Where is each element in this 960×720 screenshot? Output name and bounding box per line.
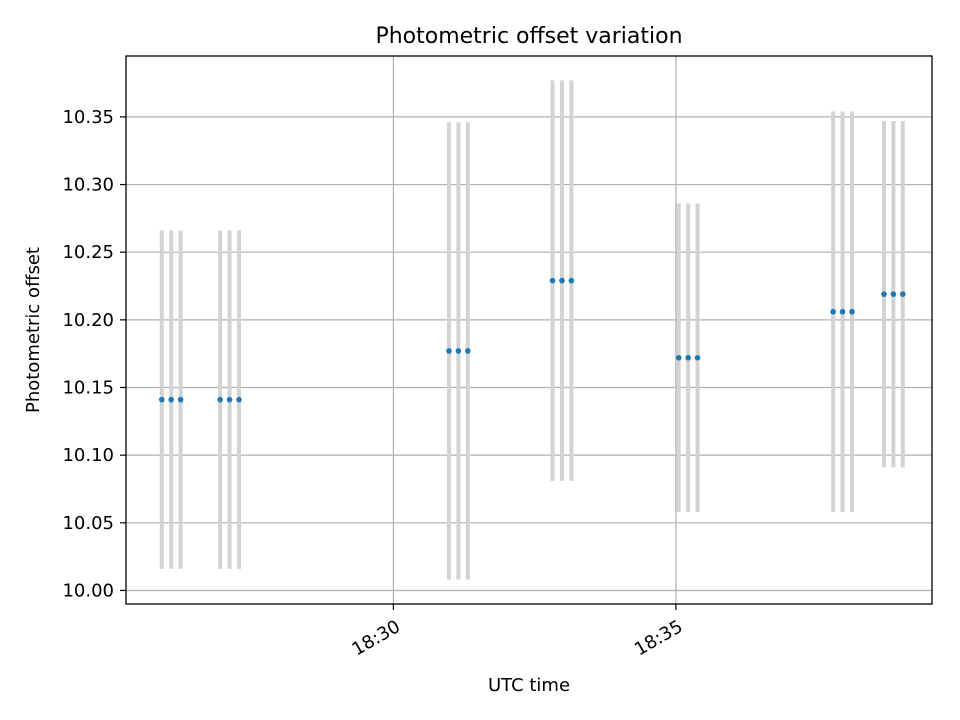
data-point — [881, 291, 887, 297]
data-point — [168, 396, 174, 403]
data-point — [177, 396, 184, 403]
data-points — [158, 277, 906, 403]
data-point — [839, 308, 846, 315]
y-tick-label: 10.10 — [62, 445, 114, 466]
data-point — [446, 348, 452, 354]
y-tick-label: 10.15 — [62, 378, 114, 399]
y-tick-label: 10.35 — [62, 107, 114, 128]
data-point — [217, 396, 223, 403]
y-tick-label: 10.20 — [62, 310, 114, 331]
y-tick-label: 10.30 — [62, 175, 114, 196]
data-point — [549, 277, 556, 284]
y-tick-label: 10.00 — [62, 580, 114, 601]
x-axis-label: UTC time — [488, 675, 570, 696]
data-point — [568, 277, 575, 284]
data-point — [559, 277, 565, 284]
data-point — [226, 396, 233, 403]
data-point — [236, 396, 242, 403]
y-axis-ticks: 10.00 10.05 10.10 10.15 10.20 10.25 10.30 10.35 — [62, 107, 126, 601]
y-axis-label: Photometric offset — [23, 247, 44, 413]
data-point — [158, 396, 165, 403]
data-point — [900, 291, 906, 297]
data-point — [455, 348, 462, 354]
data-point — [849, 308, 855, 315]
grid-lines — [126, 56, 932, 604]
y-tick-label: 10.25 — [62, 242, 114, 263]
data-point — [890, 291, 897, 297]
plot-frame — [125, 55, 933, 605]
data-point — [464, 348, 471, 354]
data-point — [830, 308, 836, 315]
chart-title: Photometric offset variation — [375, 24, 682, 49]
data-point — [694, 354, 701, 361]
data-point — [675, 354, 682, 361]
data-point — [685, 354, 691, 361]
y-tick-label: 10.05 — [62, 513, 114, 534]
